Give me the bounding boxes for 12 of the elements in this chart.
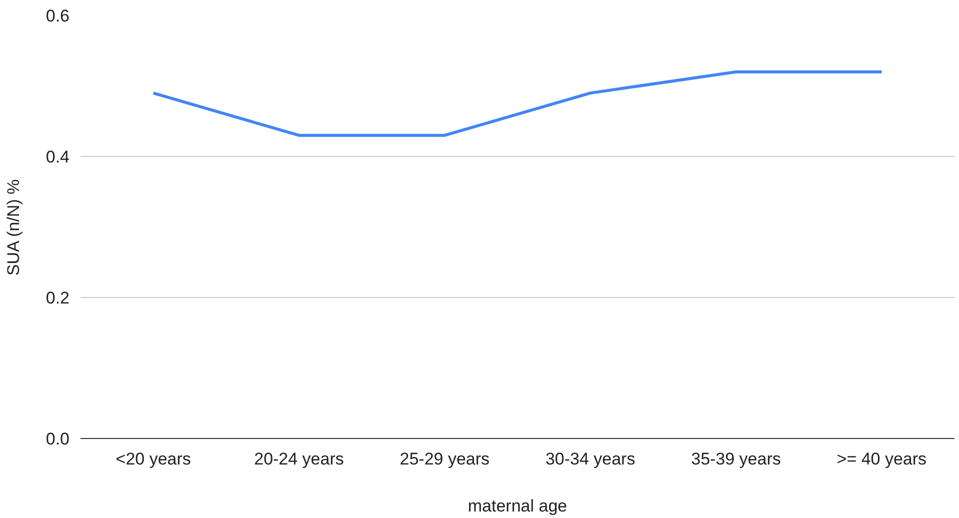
y-tick-label: 0.0 <box>46 430 70 448</box>
x-tick-label: 35-39 years <box>691 450 781 468</box>
x-tick-label: 20-24 years <box>254 450 344 468</box>
y-axis-title: SUA (n/N) % <box>4 179 23 276</box>
x-tick-label: >= 40 years <box>836 450 927 468</box>
x-axis-title: maternal age <box>468 496 568 516</box>
x-tick-label: <20 years <box>116 450 191 468</box>
y-tick-label: 0.4 <box>46 148 70 166</box>
x-tick-label: 25-29 years <box>400 450 490 468</box>
y-tick-label: 0.6 <box>46 6 70 26</box>
x-tick-label: 30-34 years <box>545 450 636 468</box>
y-tick-label: 0.2 <box>46 288 70 308</box>
